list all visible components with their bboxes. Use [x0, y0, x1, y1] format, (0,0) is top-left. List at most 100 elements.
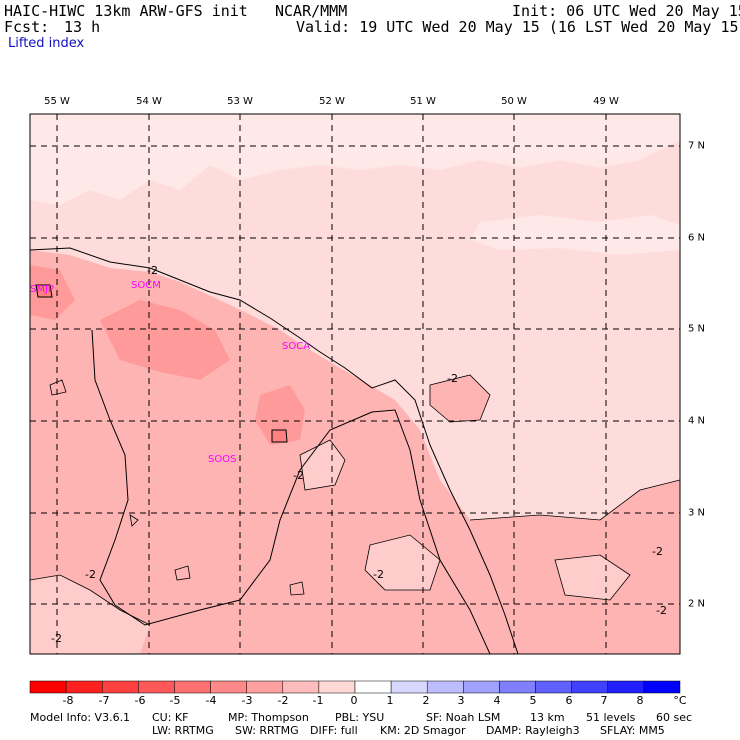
colorbar-tick: 8 — [636, 694, 644, 707]
footer-item: 51 levels — [586, 711, 636, 724]
contour-label: -2 — [85, 568, 96, 581]
footer-item: KM: 2D Smagor — [380, 724, 466, 737]
contour-label: -2 — [652, 545, 663, 558]
light-region — [555, 555, 630, 600]
init-time: Init: 06 UTC Wed 20 May 15 — [512, 2, 740, 20]
footer-item: DIFF: full — [310, 724, 358, 737]
colorbar-swatch — [138, 680, 175, 694]
station-label: SOOS — [208, 454, 236, 465]
lon-label: 53 W — [227, 96, 253, 107]
colorbar-swatch — [101, 680, 139, 694]
lat-label: 3 N — [688, 507, 706, 519]
contours — [30, 374, 680, 626]
lat-label: 7 N — [688, 140, 706, 152]
colorbar-tick: -2 — [277, 694, 289, 707]
colorbar-swatch — [29, 680, 67, 694]
strong-region — [35, 284, 53, 298]
light-region — [30, 575, 150, 654]
footer-item: CU: KF — [152, 711, 189, 724]
station-label: SMJP — [30, 284, 54, 295]
colorbar-tick: 2 — [422, 694, 430, 707]
contour-label: -2 — [656, 604, 667, 617]
colorbar-swatch — [535, 680, 572, 694]
organization: NCAR/MMM — [275, 2, 348, 20]
colorbar-swatch — [463, 680, 500, 694]
medium-region — [430, 375, 490, 422]
colorbar-swatch — [499, 680, 536, 694]
footer-item: SW: RRTMG — [235, 724, 299, 737]
light-region — [470, 215, 680, 255]
colorbar-tick: 1 — [386, 694, 394, 707]
lon-label: 51 W — [410, 96, 436, 107]
colorbar-swatch — [282, 680, 320, 694]
footer-item: LW: RRTMG — [152, 724, 214, 737]
station-label: SOCM — [131, 280, 161, 291]
lon-label: 54 W — [136, 96, 162, 107]
lat-label: 5 N — [688, 323, 706, 335]
coastline — [30, 247, 519, 654]
colorbar-swatch — [390, 680, 428, 694]
colorbar-swatch — [643, 680, 681, 694]
contour-label: -2 — [51, 632, 62, 645]
colorbar-swatch — [246, 680, 284, 694]
lat-label: 4 N — [688, 415, 706, 427]
colorbar-swatch — [65, 680, 103, 694]
colorbar-tick: -1 — [312, 694, 324, 707]
lon-label: 49 W — [593, 96, 619, 107]
footer-item: DAMP: Rayleigh3 — [486, 724, 580, 737]
colorbar-tick: 0 — [350, 694, 358, 707]
light-region — [30, 114, 680, 205]
station-label: SOCA — [282, 341, 310, 352]
border — [371, 409, 491, 654]
light-region — [365, 535, 440, 590]
light-region — [300, 440, 345, 490]
contour-label: -2 — [373, 568, 384, 581]
colorbar-unit: °C — [673, 694, 687, 707]
contour-label: -2 — [447, 372, 458, 385]
footer-item: 60 sec — [656, 711, 693, 724]
footer-item: 13 km — [530, 711, 565, 724]
forecast-hour: 13 h — [64, 18, 101, 36]
contour-label: -2 — [147, 264, 158, 277]
strong-region — [255, 385, 305, 445]
lon-label: 55 W — [44, 96, 70, 107]
lat-label: 6 N — [688, 232, 706, 244]
colorbar-swatch — [426, 680, 464, 694]
colorbar-tick: -8 — [62, 694, 74, 707]
colorbar-swatch — [174, 680, 211, 694]
strong-region — [100, 300, 230, 380]
colorbar — [29, 680, 681, 694]
colorbar-swatch — [571, 680, 609, 694]
footer-item: Model Info: V3.6.1 — [30, 711, 131, 724]
colorbar-tick: -6 — [134, 694, 146, 707]
colorbar-tick: -3 — [241, 694, 253, 707]
colorbar-tick: 3 — [457, 694, 465, 707]
graticule — [30, 114, 680, 654]
model-title: HAIC-HIWC 13km ARW-GFS init — [4, 2, 248, 20]
strong-region — [271, 429, 288, 443]
colorbar-tick: -7 — [98, 694, 110, 707]
colorbar-tick: 7 — [600, 694, 608, 707]
colorbar-swatch — [318, 680, 356, 694]
forecast-label: Fcst: — [4, 18, 50, 36]
map-frame — [29, 113, 681, 655]
valid-time: Valid: 19 UTC Wed 20 May 15 (16 LST Wed … — [296, 18, 740, 36]
colorbar-tick: 6 — [565, 694, 573, 707]
footer-item: SFLAY: MM5 — [600, 724, 665, 737]
lon-label: 50 W — [501, 96, 527, 107]
colorbar-tick: 4 — [493, 694, 501, 707]
strong-region — [30, 265, 75, 320]
colorbar-swatch — [354, 680, 392, 694]
footer-item: MP: Thompson — [228, 711, 309, 724]
lon-label: 52 W — [319, 96, 345, 107]
colorbar-tick: -4 — [205, 694, 217, 707]
colorbar-tick: -5 — [169, 694, 181, 707]
footer-item: PBL: YSU — [335, 711, 385, 724]
field-name: Lifted index — [8, 36, 85, 51]
contour-label: -2 — [293, 469, 304, 482]
colorbar-swatch — [210, 680, 247, 694]
colorbar-tick: 5 — [529, 694, 537, 707]
colorbar-swatch — [607, 680, 645, 694]
footer-item: SF: Noah LSM — [426, 711, 501, 724]
